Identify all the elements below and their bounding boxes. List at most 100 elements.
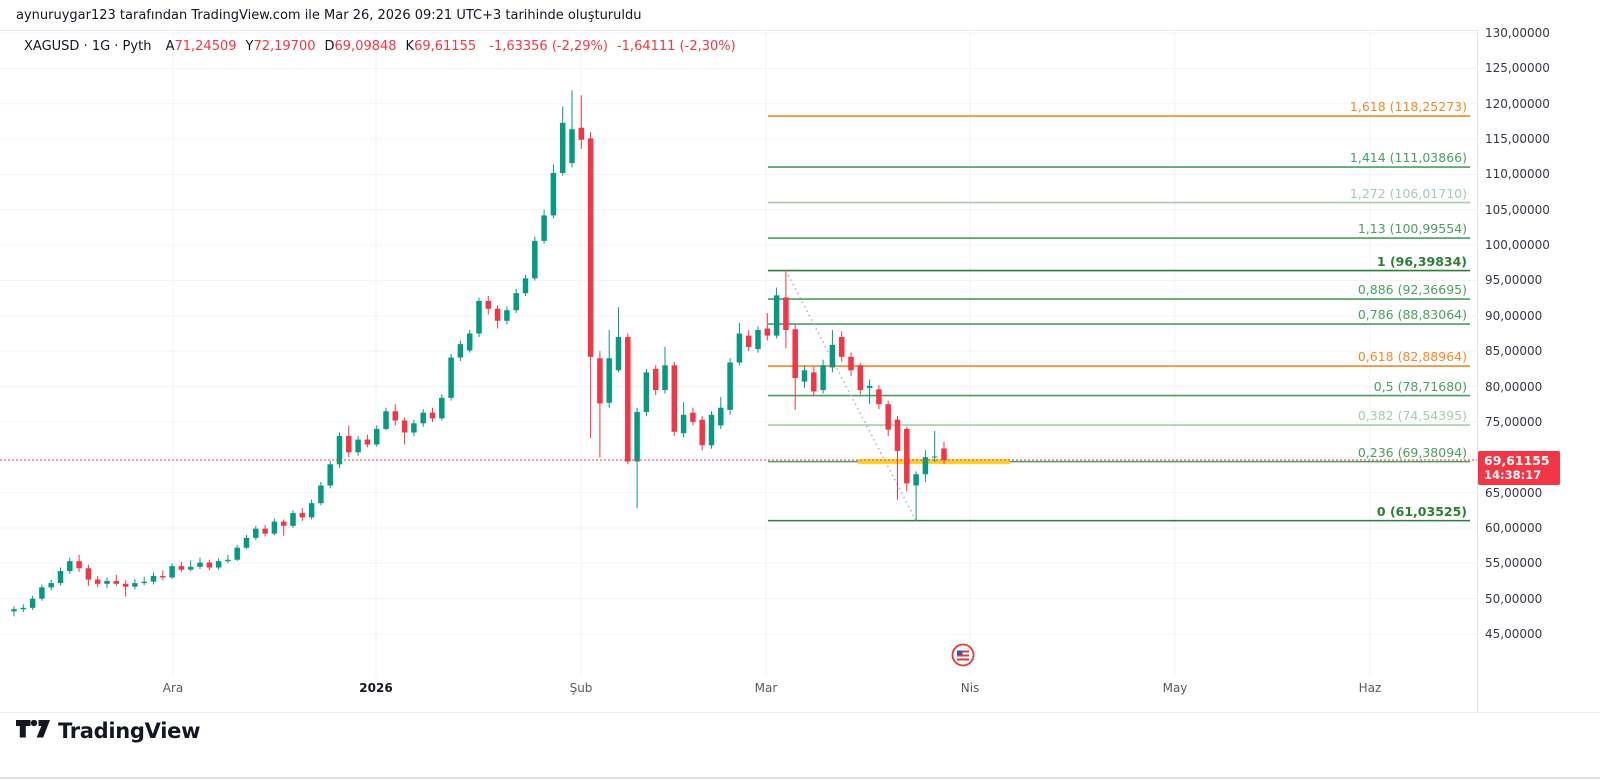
candle-body	[690, 412, 696, 422]
candle-body	[225, 559, 231, 562]
candle-body	[718, 407, 724, 426]
candle-body	[904, 428, 910, 484]
candle-body	[662, 365, 668, 391]
legend-change-item: -1,63356 (-2,29%)	[489, 39, 608, 54]
candle-body	[829, 344, 836, 368]
fib-level-label: 1,13 (100,99554)	[1357, 221, 1467, 237]
fib-level-label: 0,786 (88,83064)	[1357, 307, 1467, 323]
flag-stripe	[957, 650, 969, 653]
candle-body	[494, 308, 501, 321]
candle-body	[150, 576, 157, 582]
candle-body	[169, 566, 175, 578]
candle-body	[439, 397, 445, 419]
candle-body	[699, 419, 705, 446]
price-axis-label: 110,00000	[1485, 167, 1550, 182]
candle-body	[522, 278, 529, 294]
fib-level-label: 0,5 (78,71680)	[1373, 378, 1467, 394]
symbol-title[interactable]: XAGUSD · 1G · Pyth	[24, 39, 152, 54]
candle-body	[253, 528, 259, 538]
fib-level-label: 0 (61,03525)	[1376, 503, 1467, 519]
price-axis-label: 45,00000	[1485, 627, 1543, 641]
candle-body	[783, 297, 789, 330]
price-axis[interactable]: 130,00000 125,00000 120,00000 115,00000 110,…	[1477, 26, 1600, 712]
candle-body	[606, 358, 612, 403]
candlestick-chart[interactable]	[0, 0, 1477, 712]
legend-change-item: -1,64111 (-2,30%)	[616, 39, 736, 54]
candle-body	[11, 609, 17, 612]
candle-body	[885, 404, 891, 430]
bar-countdown: 14:38:17	[1484, 468, 1542, 482]
candle-body	[20, 607, 27, 610]
price-axis-label: 95,00000	[1485, 273, 1543, 288]
candle-body	[457, 344, 464, 358]
candle-body	[485, 300, 492, 309]
candle-body	[811, 372, 817, 392]
candle-body	[550, 172, 557, 216]
grid-layer	[0, 30, 1477, 676]
tradingview-branding[interactable]: TradingView	[16, 719, 200, 743]
candle-body	[755, 329, 761, 350]
candle-body	[280, 521, 287, 526]
candle-body	[941, 448, 947, 460]
candle-body	[876, 389, 882, 405]
candle-body	[513, 293, 519, 311]
tradingview-logo-text: TradingView	[58, 719, 201, 743]
candles-layer	[11, 90, 947, 617]
time-axis-label: Şub	[569, 681, 593, 695]
price-axis-label: 100,00000	[1485, 238, 1550, 253]
current-price-value: 69,61155	[1484, 453, 1550, 468]
price-axis-label: 115,00000	[1485, 132, 1550, 147]
candle-body	[299, 513, 306, 518]
candle-body	[290, 513, 296, 526]
candle-body	[569, 129, 575, 164]
candle-body	[327, 464, 333, 486]
fib-retracement-drawing[interactable]	[768, 115, 1470, 522]
candle-body	[838, 337, 845, 357]
time-axis[interactable]: Ara 2026 Şub Mar Nis May Haz	[0, 676, 1477, 712]
legend-ohlc-item: K69,61155	[405, 39, 477, 54]
legend-ohlc-item: D69,09848	[324, 39, 397, 54]
tradingview-logo-icon	[16, 720, 50, 738]
price-axis-label: 125,00000	[1485, 61, 1550, 76]
candle-body	[541, 215, 547, 241]
candle-body	[132, 583, 138, 587]
candle-body	[931, 456, 938, 458]
legend-ohlc-values: A71,24509 Y72,19700 D69,09848 K69,61155	[166, 39, 486, 54]
candle-body	[39, 587, 45, 599]
fib-trend-connector	[785, 270, 917, 521]
candle-body	[113, 580, 120, 584]
candle-body	[504, 310, 510, 321]
candle-body	[262, 528, 268, 534]
fib-level-label: 1,272 (106,01710)	[1349, 185, 1467, 201]
candle-body	[597, 358, 603, 404]
candle-body	[85, 568, 92, 580]
candle-body	[652, 368, 659, 391]
level-highlight-band	[858, 459, 1010, 465]
candle-body	[411, 423, 417, 433]
flag-stripe	[957, 654, 969, 657]
candle-body	[57, 571, 64, 584]
legend-change-values: -1,63356 (-2,29%) -1,64111 (-2,30%)	[489, 39, 744, 54]
chart-top-border	[0, 30, 1600, 31]
candle-body	[141, 581, 147, 584]
candle-body	[634, 411, 640, 462]
candle-body	[318, 485, 324, 504]
attribution-text: aynuruygar123 tarafından TradingView.com…	[16, 8, 642, 23]
bottom-divider	[0, 777, 1600, 779]
candle-body	[76, 561, 82, 569]
candle-body	[122, 583, 129, 587]
candle-body	[429, 412, 436, 419]
candle-body	[801, 370, 808, 382]
price-axis-label: 105,00000	[1485, 202, 1550, 217]
symbol-legend: XAGUSD · 1G · Pyth A71,24509 Y72,19700 D69…	[24, 39, 745, 54]
candle-body	[104, 580, 110, 584]
price-axis-label: 90,00000	[1485, 308, 1543, 323]
candle-body	[615, 337, 622, 371]
candle-body	[243, 537, 250, 548]
candle-body	[922, 457, 929, 475]
candle-body	[727, 362, 733, 410]
candle-body	[643, 372, 650, 412]
candle-body	[197, 562, 203, 567]
us-flag-event-icon[interactable]	[951, 643, 975, 667]
candle-body	[160, 576, 166, 578]
